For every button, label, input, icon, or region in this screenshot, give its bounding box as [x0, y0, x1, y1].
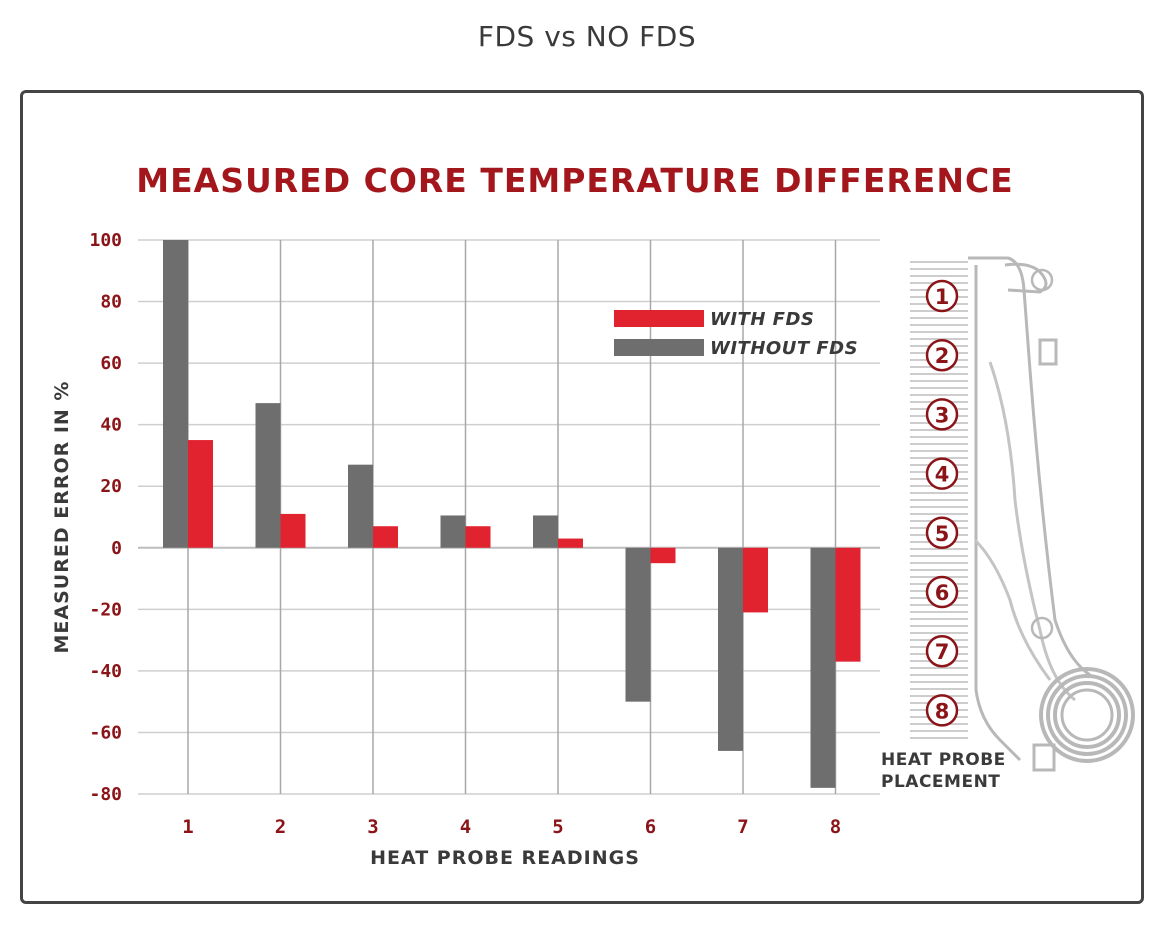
- bar-with-fds-3: [373, 526, 398, 548]
- y-tick-label: 100: [89, 230, 122, 251]
- probe-number: 3: [935, 403, 950, 427]
- probe-marker-circle: [925, 516, 959, 550]
- bar-with-fds-6: [650, 547, 676, 564]
- heat-probe-diagram: 1 2 3 4 5 6 7 8 HEAT PROBE PLACEMENT: [881, 256, 1135, 792]
- x-tick-label: 5: [552, 816, 563, 838]
- probe-marker-circle: [925, 457, 959, 490]
- probe-marker-circle: [925, 279, 959, 313]
- probe-marker-circle: [925, 575, 959, 609]
- y-tick-label: -80: [89, 784, 122, 805]
- bar-with-fds-1: [188, 440, 213, 548]
- top-knob: [1030, 268, 1054, 292]
- x-tick-label: 7: [737, 816, 748, 838]
- frame-tube-2: [973, 538, 1052, 681]
- roller-ring-2: [1046, 674, 1128, 756]
- legend: WITH FDS WITHOUT FDS: [614, 309, 858, 359]
- y-axis-ticks: 100 80 60 40 20 0 -20 -40 -60 -80: [89, 230, 122, 805]
- page-title: FDS vs NO FDS: [477, 20, 697, 53]
- x-tick-label: 2: [275, 816, 286, 838]
- legend-swatch-with-fds: [614, 310, 704, 327]
- bar-without-fds-3: [348, 464, 373, 548]
- bar-without-fds-8: [810, 547, 836, 788]
- bar-without-fds-5: [533, 515, 558, 548]
- bar-with-fds-5: [558, 538, 583, 548]
- placement-caption-line2: PLACEMENT: [881, 772, 1000, 792]
- bars: [163, 240, 861, 788]
- y-tick-label: 80: [100, 292, 122, 313]
- y-tick-label: 20: [100, 476, 122, 497]
- bar-with-fds-4: [465, 526, 491, 548]
- x-tick-label: 4: [460, 816, 471, 838]
- probe-marker-circle: [925, 398, 959, 431]
- y-tick-label: -20: [89, 599, 122, 620]
- probe-marker-circle: [925, 694, 959, 727]
- bar-without-fds-2: [255, 403, 281, 548]
- probe-number: 5: [935, 522, 950, 546]
- bar-without-fds-1: [163, 240, 188, 548]
- top-bracket: [1004, 262, 1048, 294]
- frame-outline: [968, 256, 1091, 677]
- frame-inner-line: [974, 265, 1022, 762]
- y-tick-label: 0: [111, 538, 122, 559]
- x-axis-label: HEAT PROBE READINGS: [370, 847, 640, 869]
- bar-without-fds-4: [440, 515, 466, 548]
- x-tick-label: 6: [645, 816, 656, 838]
- bar-with-fds-7: [743, 547, 768, 613]
- y-tick-label: 40: [100, 415, 122, 436]
- y-tick-label: 60: [100, 353, 122, 374]
- chart-title: MEASURED CORE TEMPERATURE DIFFERENCE: [136, 161, 1013, 200]
- probe-number: 7: [935, 640, 950, 664]
- bottom-tab: [1032, 743, 1056, 772]
- probe-markers: 1 2 3 4 5 6 7 8: [925, 279, 959, 727]
- legend-label-with-fds: WITH FDS: [710, 309, 814, 330]
- legend-swatch-without-fds: [614, 339, 704, 356]
- probe-number: 1: [935, 285, 950, 309]
- probe-number: 8: [935, 699, 950, 723]
- roller-ring-inner: [1060, 688, 1114, 742]
- x-tick-label: 1: [182, 816, 193, 838]
- y-axis-label: MEASURED ERROR IN %: [51, 381, 73, 654]
- legend-label-without-fds: WITHOUT FDS: [710, 338, 858, 359]
- probe-number: 6: [935, 581, 950, 605]
- roller-ring-outer: [1039, 667, 1135, 763]
- probe-number: 4: [935, 463, 950, 487]
- bar-without-fds-7: [718, 547, 743, 751]
- x-tick-label: 3: [367, 816, 378, 838]
- y-tick-label: -60: [89, 722, 122, 743]
- side-tab: [1038, 338, 1058, 366]
- bar-with-fds-8: [835, 547, 861, 662]
- pivot-circle: [1030, 616, 1054, 640]
- probe-number: 2: [935, 344, 950, 368]
- x-axis-ticks: 1 2 3 4 5 6 7 8: [182, 816, 841, 838]
- bar-with-fds-2: [280, 513, 306, 548]
- probe-marker-circle: [925, 338, 959, 372]
- y-tick-label: -40: [89, 661, 122, 682]
- bar-without-fds-6: [625, 547, 651, 702]
- frame-tube: [988, 361, 1076, 702]
- roller-ring-3: [1053, 681, 1121, 749]
- probe-marker-circle: [925, 634, 959, 668]
- placement-caption-line1: HEAT PROBE: [881, 750, 1006, 770]
- x-tick-label: 8: [830, 816, 841, 838]
